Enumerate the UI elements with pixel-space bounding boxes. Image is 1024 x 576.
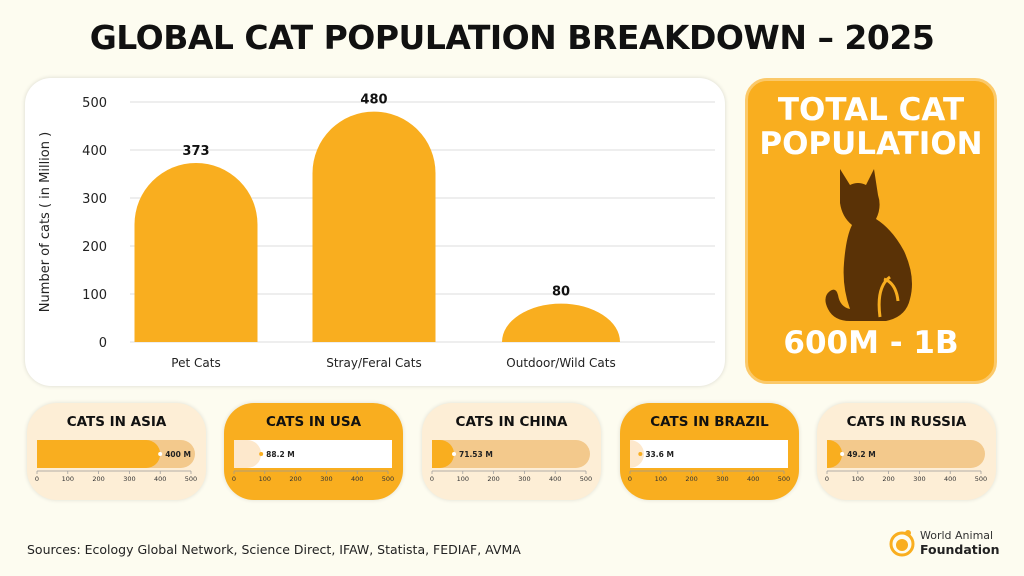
logo-line1: World Animal	[920, 529, 994, 542]
bar-marker	[158, 452, 163, 456]
bar-value-label: 71.53 M	[459, 450, 493, 459]
x-tick-label: 400	[944, 475, 956, 483]
bar-marker	[259, 452, 264, 456]
country-title: CATS IN CHINA	[455, 414, 568, 430]
country-bar-chart: 88.2 M 0 100 200 300 400 500	[232, 440, 394, 483]
bar-value-label: 373	[182, 144, 209, 159]
x-tick-label: 0	[232, 475, 236, 483]
x-tick-label: 300	[913, 475, 925, 483]
country-bar-chart: 400 M 0 100 200 300 400 500	[35, 440, 197, 483]
x-tick-label: 500	[778, 475, 790, 483]
country-title: CATS IN BRAZIL	[650, 414, 769, 430]
country-title: CATS IN RUSSIA	[846, 414, 967, 430]
bar-fill	[234, 440, 262, 468]
x-tick-label: 100	[457, 475, 469, 483]
bar-fill	[827, 440, 843, 468]
country-card: CATS IN USA 88.2 M 0 100 200 300 400 500	[224, 403, 403, 500]
bar-fill	[432, 440, 455, 468]
x-tick-label: 200	[289, 475, 301, 483]
bar-marker	[840, 452, 845, 456]
bar-fill	[37, 440, 161, 468]
y-tick-label: 200	[82, 240, 107, 255]
x-tick-label: 200	[685, 475, 697, 483]
bar-value-label: 480	[360, 93, 387, 108]
country-bar-chart: 71.53 M 0 100 200 300 400 500	[430, 440, 592, 483]
bar-value-label: 80	[552, 285, 570, 300]
x-tick-label: 0	[430, 475, 434, 483]
x-tick-label: 400	[549, 475, 561, 483]
total-population-card: TOTAL CAT POPULATION 600M - 1B	[745, 78, 997, 384]
bar-value-label: 88.2 M	[266, 450, 295, 459]
x-tick-label: 0	[628, 475, 632, 483]
bar-marker	[638, 452, 643, 456]
x-tick-label: 100	[852, 475, 864, 483]
country-card: CATS IN ASIA 400 M 0 100 200 300 400 500	[27, 403, 206, 500]
y-axis-label: Number of cats ( in Million )	[38, 132, 53, 312]
bar-value-label: 33.6 M	[645, 450, 674, 459]
sources-note: Sources: Ecology Global Network, Science…	[27, 542, 521, 557]
cat-silhouette-icon	[825, 169, 912, 321]
bar-track	[827, 440, 985, 468]
x-tick-label: 400	[351, 475, 363, 483]
category-label: Stray/Feral Cats	[326, 356, 422, 370]
y-tick-label: 500	[82, 96, 107, 111]
bar-chart: 0 100 200 300 400 500 Number of cats ( in Mill…	[38, 93, 715, 370]
country-title: CATS IN ASIA	[66, 414, 167, 430]
category-label: Outdoor/Wild Cats	[506, 356, 615, 370]
bar-value-label: 400 M	[165, 450, 191, 459]
country-title: CATS IN USA	[265, 414, 362, 430]
x-tick-label: 300	[716, 475, 728, 483]
country-bar-chart: 33.6 M 0 100 200 300 400 500	[628, 440, 790, 483]
x-tick-label: 0	[825, 475, 829, 483]
bar-track	[234, 440, 392, 468]
country-bar-chart: 49.2 M 0 100 200 300 400 500	[825, 440, 987, 483]
x-tick-label: 100	[655, 475, 667, 483]
bar-track	[432, 440, 590, 468]
x-tick-label: 100	[62, 475, 74, 483]
x-tick-label: 500	[975, 475, 987, 483]
bar	[312, 111, 436, 342]
bar-marker	[452, 452, 457, 456]
x-tick-label: 400	[154, 475, 166, 483]
x-tick-label: 200	[882, 475, 894, 483]
logo: World Animal Foundation	[888, 529, 1000, 557]
bar	[134, 162, 258, 342]
x-tick-label: 300	[320, 475, 332, 483]
x-tick-label: 500	[185, 475, 197, 483]
country-card: CATS IN CHINA 71.53 M 0 100 200 300 400 500	[422, 403, 601, 500]
x-tick-label: 300	[518, 475, 530, 483]
category-label: Pet Cats	[171, 356, 220, 370]
y-tick-label: 300	[82, 192, 107, 207]
x-tick-label: 200	[487, 475, 499, 483]
logo-icon	[889, 530, 915, 557]
bar-chart-card: 0 100 200 300 400 500 Number of cats ( in Mill…	[25, 78, 725, 386]
x-tick-label: 100	[259, 475, 271, 483]
x-tick-label: 500	[382, 475, 394, 483]
country-card: CATS IN BRAZIL 33.6 M 0 100 200 300 400 500	[620, 403, 799, 500]
x-tick-label: 400	[747, 475, 759, 483]
x-tick-label: 200	[92, 475, 104, 483]
logo-line2: Foundation	[920, 542, 1000, 557]
y-tick-label: 100	[82, 288, 107, 303]
total-title: TOTAL CAT POPULATION	[759, 92, 983, 162]
country-card: CATS IN RUSSIA 49.2 M 0 100 200 300 400 500	[817, 403, 996, 500]
y-tick-label: 400	[82, 144, 107, 159]
y-tick-label: 0	[99, 336, 107, 351]
x-tick-label: 0	[35, 475, 39, 483]
page-title: GLOBAL CAT POPULATION BREAKDOWN – 2025	[89, 18, 935, 57]
total-value: 600M - 1B	[783, 325, 959, 361]
bar-fill	[630, 440, 644, 468]
bar	[502, 303, 620, 342]
bar-track	[630, 440, 788, 468]
x-tick-label: 300	[123, 475, 135, 483]
bar-value-label: 49.2 M	[847, 450, 876, 459]
x-tick-label: 500	[580, 475, 592, 483]
